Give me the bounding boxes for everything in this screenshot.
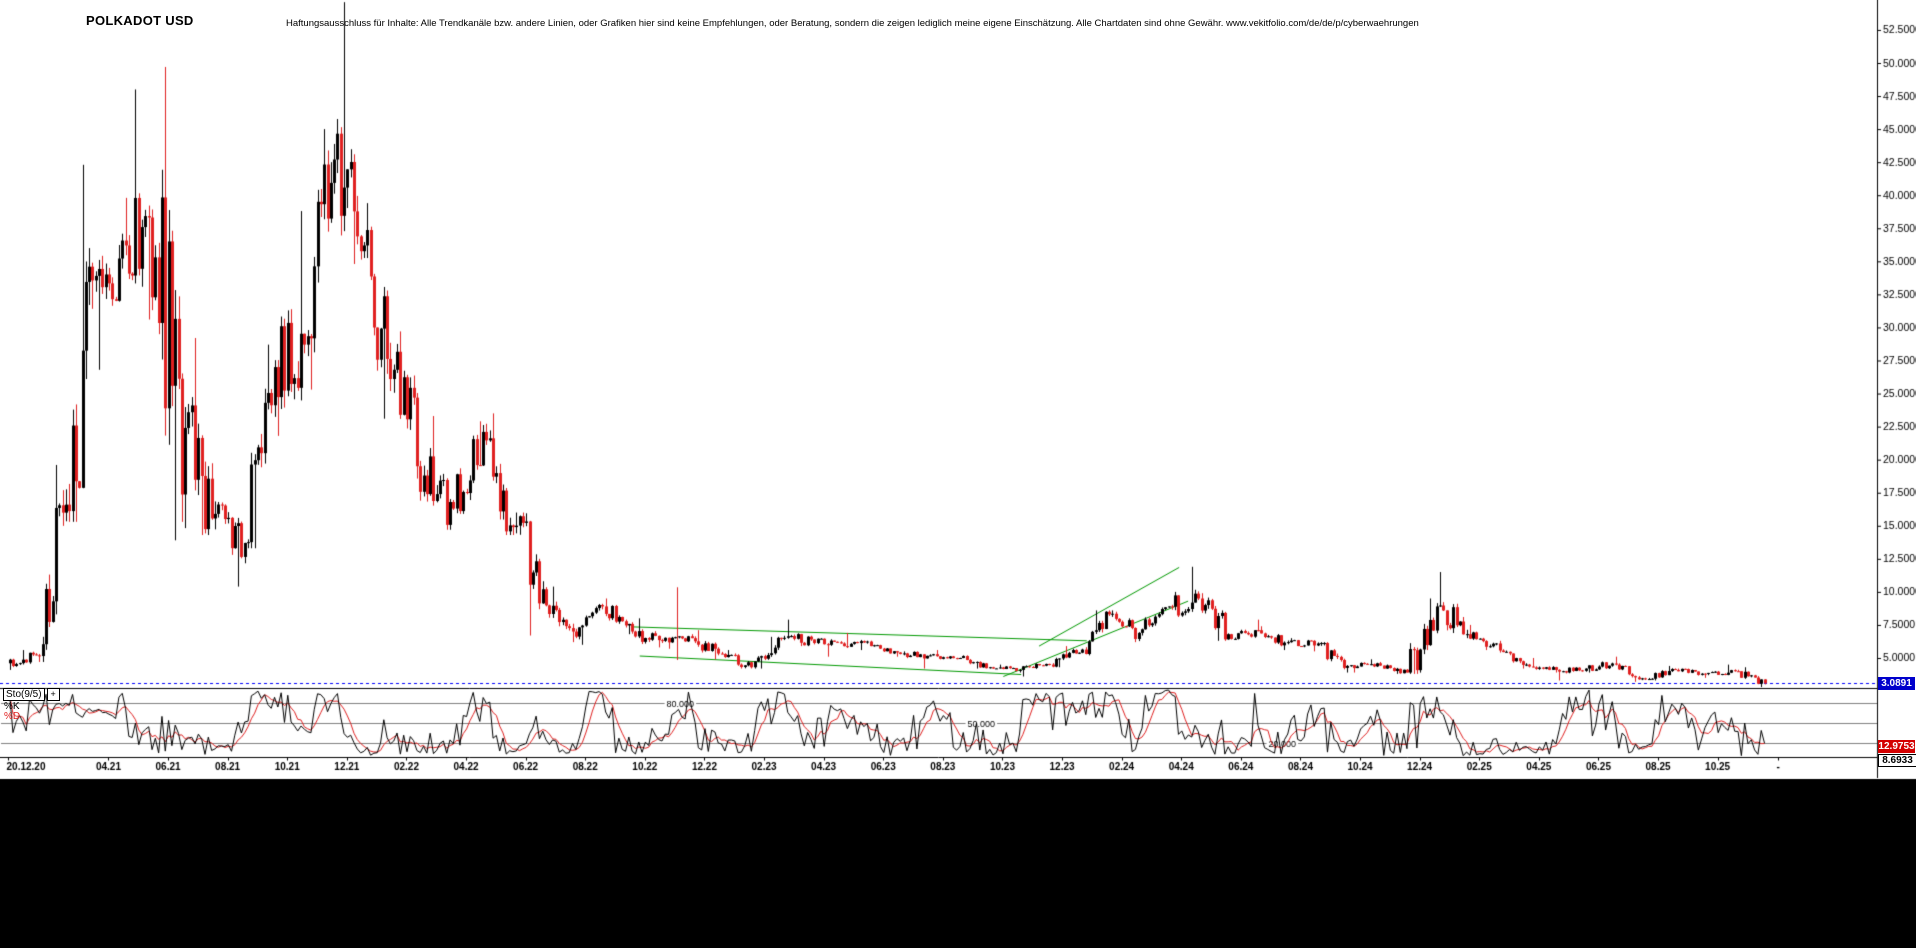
stochastic-d-label: %D (4, 711, 21, 722)
disclaimer-text: Haftungsausschluss für Inhalte: Alle Tre… (286, 18, 1419, 29)
current-price-badge: 3.0891 (1878, 677, 1915, 690)
indicator-add-button[interactable]: + (46, 688, 60, 701)
stochastic-indicator-label[interactable]: Sto(9/5) (3, 688, 45, 701)
chart-title: POLKADOT USD (86, 13, 194, 28)
stochastic-k-label: %K (4, 701, 20, 712)
indicator-header: Sto(9/5) + (3, 688, 60, 701)
stochastic-k-value-badge: 8.6933 (1878, 754, 1916, 767)
stochastic-d-value-badge: 12.9753 (1878, 740, 1915, 753)
